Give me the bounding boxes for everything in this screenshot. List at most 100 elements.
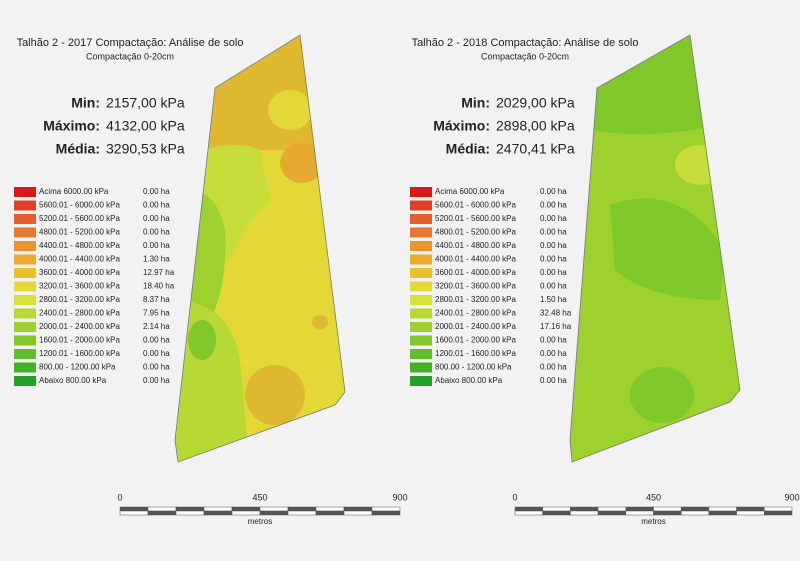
scale-segment: [542, 510, 571, 516]
legend-range: Abaixo 800.00 kPa: [435, 376, 503, 385]
map-left: [175, 35, 345, 462]
legend-swatch: [14, 200, 36, 211]
scale-label: 450: [646, 492, 661, 502]
legend-range: 1200.01 - 1600.00 kPa: [39, 349, 121, 358]
legend-swatch: [14, 268, 36, 278]
map-subtitle: Compactação 0-20cm: [481, 51, 569, 61]
legend-range: 800.00 - 1200.00 kPa: [435, 363, 512, 372]
legend-range: 5600.01 - 6000.00 kPa: [435, 201, 517, 210]
legend-swatch: [14, 308, 36, 319]
map-outline: [569, 34, 741, 463]
scale-segment: [315, 510, 345, 516]
legend-range: 5200.01 - 5600.00 kPa: [435, 214, 517, 223]
legend-range: 2800.01 - 3200.00 kPa: [39, 295, 121, 304]
legend-range: 3600.01 - 4000.00 kPa: [435, 268, 517, 277]
legend-area: 0.00 ha: [540, 268, 567, 277]
legend-range: 2400.01 - 2800.00 kPa: [39, 309, 121, 318]
scale-segment: [597, 506, 627, 512]
legend-area: 0.00 ha: [540, 349, 567, 358]
scale-segment: [597, 510, 627, 516]
legend-swatch: [410, 241, 432, 251]
legend-range: 1200.01 - 1600.00 kPa: [435, 349, 517, 358]
legend-swatch: [410, 362, 432, 373]
legend-swatch: [14, 227, 36, 238]
scale-segment: [371, 506, 401, 512]
scale-segment: [570, 506, 599, 512]
legend-swatch: [14, 349, 36, 359]
legend-swatch: [14, 376, 36, 386]
legend-area: 0.00 ha: [540, 376, 567, 385]
legend-range: 4000.01 - 4400.00 kPa: [39, 255, 121, 264]
legend-swatch: [410, 308, 432, 319]
legend-area: 0.00 ha: [143, 349, 170, 358]
scale-segment: [231, 506, 261, 512]
legend-range: 4800.01 - 5200.00 kPa: [39, 228, 121, 237]
scale-unit: metros: [641, 517, 665, 526]
legend-swatch: [410, 268, 432, 278]
legend-range: 3600.01 - 4000.00 kPa: [39, 268, 121, 277]
legend-range: 4400.01 - 4800.00 kPa: [39, 241, 121, 250]
legend-swatch: [14, 362, 36, 373]
legend-area: 0.00 ha: [540, 255, 567, 264]
legend-range: 1600.01 - 2000.00 kPa: [435, 336, 517, 345]
legend-swatch: [410, 335, 432, 346]
scale-segment: [175, 506, 205, 512]
map-subtitle: Compactação 0-20cm: [86, 51, 174, 61]
scale-segment: [764, 510, 793, 516]
legend-area: 0.00 ha: [143, 214, 170, 223]
stat-value: 4132,00 kPa: [106, 118, 185, 134]
legend-area: 1.30 ha: [143, 255, 170, 264]
legend-swatch: [14, 241, 36, 251]
legend-area: 12.97 ha: [143, 268, 175, 277]
scale-segment: [764, 506, 793, 512]
scale-segment: [653, 510, 682, 516]
legend-area: 7.95 ha: [143, 309, 170, 318]
legend-swatch: [14, 322, 36, 332]
map-title: Talhão 2 - 2018 Compactação: Análise de …: [412, 37, 639, 49]
legend-range: 2000.01 - 2400.00 kPa: [39, 322, 121, 331]
legend-area: 18.40 ha: [143, 282, 175, 291]
legend-swatch: [14, 295, 36, 305]
scale-segment: [315, 506, 345, 512]
legend-swatch: [410, 187, 432, 197]
legend-area: 0.00 ha: [540, 228, 567, 237]
legend-area: 2.14 ha: [143, 322, 170, 331]
scale-segment: [736, 510, 765, 516]
scale-segment: [542, 506, 571, 512]
map-title: Talhão 2 - 2017 Compactação: Análise de …: [17, 37, 244, 49]
scale-segment: [736, 506, 765, 512]
legend-range: Acima 6000.00 kPa: [435, 187, 505, 196]
legend-swatch: [14, 254, 36, 265]
legend-area: 32.48 ha: [540, 309, 572, 318]
scale-segment: [514, 510, 543, 516]
legend-area: 0.00 ha: [143, 201, 170, 210]
legend-area: 0.00 ha: [143, 228, 170, 237]
legend-range: Abaixo 800.00 kPa: [39, 376, 107, 385]
scale-label: 900: [784, 492, 799, 502]
stat-value: 2898,00 kPa: [496, 118, 575, 134]
legend-range: 2000.01 - 2400.00 kPa: [435, 322, 517, 331]
stat-label: Min:: [461, 95, 490, 111]
legend-range: 800.00 - 1200.00 kPa: [39, 363, 116, 372]
legend-range: 3200.01 - 3600.00 kPa: [39, 282, 121, 291]
scale-segment: [625, 510, 654, 516]
scale-unit: metros: [248, 517, 272, 526]
legend-area: 0.00 ha: [143, 363, 170, 372]
legend-range: 2400.01 - 2800.00 kPa: [435, 309, 517, 318]
legend-area: 17.16 ha: [540, 322, 572, 331]
legend-swatch: [410, 214, 432, 224]
scale-label: 0: [512, 492, 517, 502]
legend-swatch: [410, 200, 432, 211]
scale-segment: [231, 510, 261, 516]
stat-value: 2470,41 kPa: [496, 141, 575, 157]
map-right: [570, 35, 740, 462]
legend-swatch: [410, 295, 432, 305]
legend-area: 0.00 ha: [143, 336, 170, 345]
stat-label: Máximo:: [433, 118, 490, 134]
legend-area: 0.00 ha: [143, 241, 170, 250]
legend-swatch: [410, 254, 432, 265]
legend-range: 4400.01 - 4800.00 kPa: [435, 241, 517, 250]
legend-swatch: [410, 376, 432, 386]
stat-label: Min:: [71, 95, 100, 111]
